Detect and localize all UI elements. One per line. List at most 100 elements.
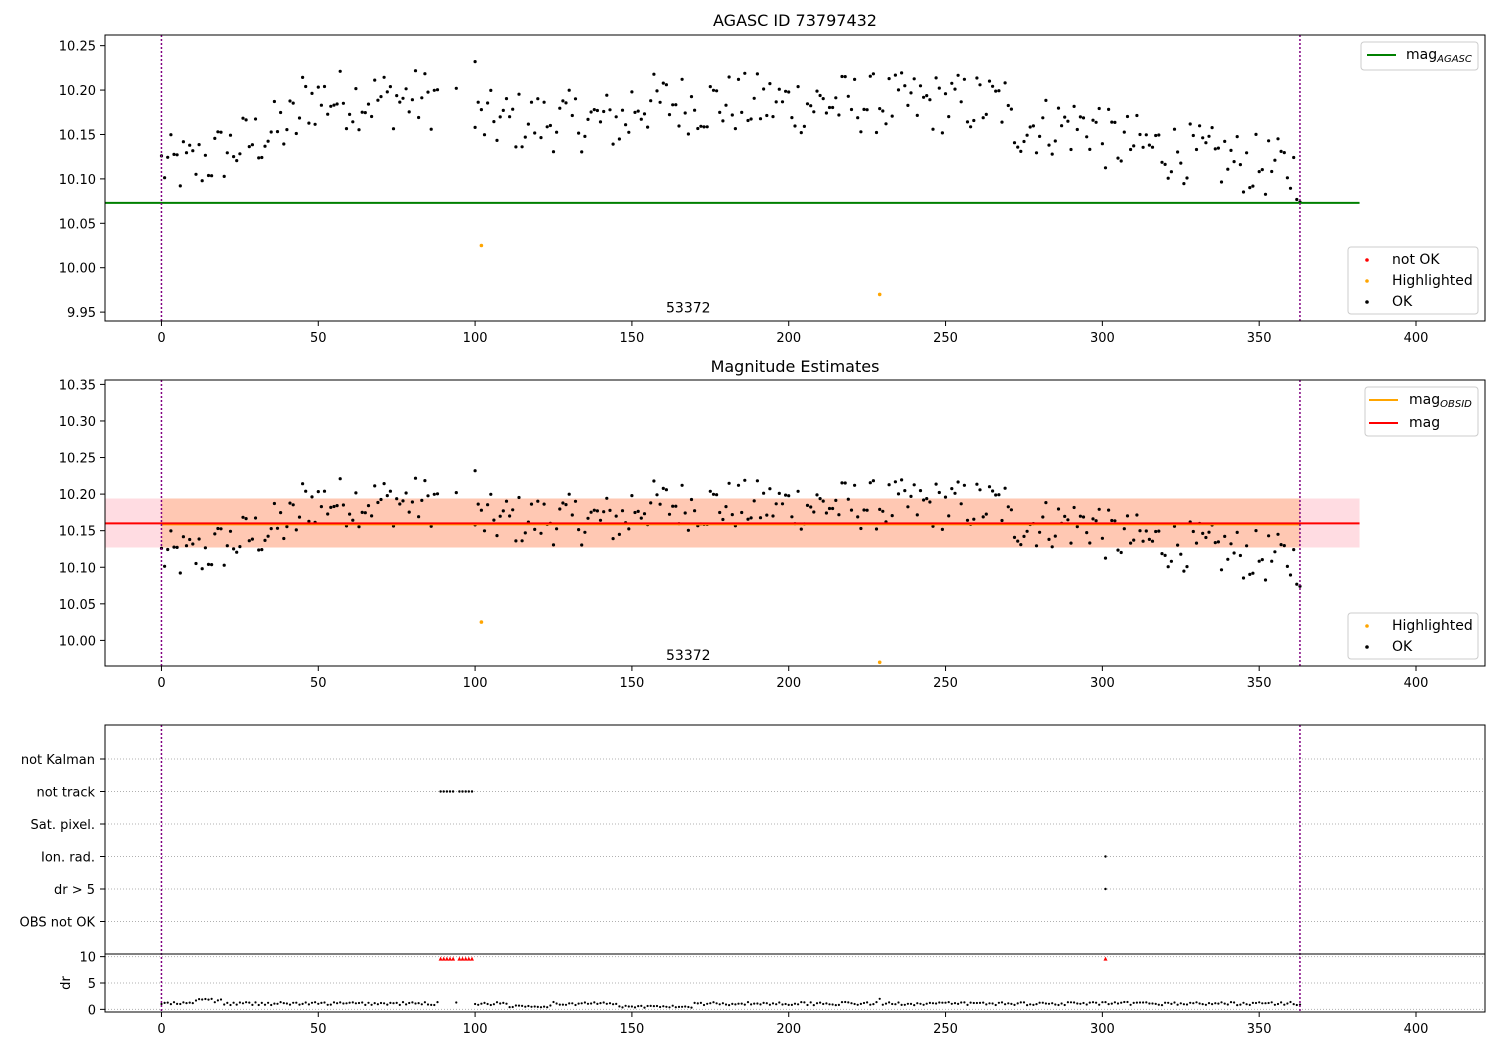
dr-point <box>681 1005 684 1008</box>
ok-point <box>878 107 882 111</box>
dr-point <box>938 1001 941 1004</box>
dr-point <box>953 1002 957 1005</box>
dr-point <box>474 1002 477 1006</box>
ok-point <box>1245 544 1249 548</box>
ok-point <box>504 499 509 503</box>
ok-point <box>630 90 634 94</box>
ok-point <box>953 87 957 91</box>
ok-point <box>1157 133 1161 137</box>
dr-point <box>1264 1002 1267 1005</box>
dr-point <box>216 999 219 1002</box>
ok-point <box>1078 514 1082 518</box>
dr-point <box>1073 1001 1076 1004</box>
ok-point <box>479 508 483 512</box>
ok-point <box>341 503 345 507</box>
ok-point <box>1097 507 1101 511</box>
dr-point <box>1182 1003 1185 1006</box>
ok-point <box>301 482 305 486</box>
ok-point <box>868 74 872 78</box>
dr-point <box>931 1002 935 1005</box>
ok-point <box>909 494 913 498</box>
ok-point <box>934 76 938 80</box>
dr-point <box>665 1005 668 1008</box>
dr-point <box>1245 1003 1248 1006</box>
ok-point <box>975 76 979 80</box>
ok-point <box>639 516 643 520</box>
ok-point <box>777 87 781 91</box>
x-tick-label: 0 <box>157 1022 165 1037</box>
dr-clipped-marker <box>460 956 465 961</box>
ok-point <box>1129 541 1133 545</box>
dr-point <box>524 1005 527 1008</box>
ok-point <box>332 504 336 509</box>
ok-point <box>912 483 916 487</box>
ok-point <box>1229 148 1233 152</box>
ok-point <box>191 542 195 546</box>
ok-point <box>241 116 245 120</box>
dr-point <box>301 1002 304 1006</box>
dr-point <box>257 1003 260 1007</box>
ok-point <box>705 125 709 129</box>
ok-point <box>529 100 534 104</box>
ok-point <box>247 145 251 149</box>
ok-point <box>1022 534 1026 539</box>
dr-point <box>245 1001 248 1004</box>
ok-point <box>410 98 414 102</box>
dr-point <box>982 1001 985 1004</box>
flag-point <box>442 790 445 793</box>
ok-point <box>595 509 600 513</box>
ok-point <box>602 109 606 114</box>
dr-point <box>1276 1002 1280 1006</box>
ok-point <box>301 75 305 79</box>
ok-point <box>1169 170 1173 174</box>
ok-point <box>1169 559 1173 563</box>
ok-point <box>341 101 345 105</box>
ok-point <box>548 123 553 128</box>
ok-point <box>188 537 192 542</box>
ok-point <box>708 489 712 493</box>
ok-point <box>699 124 703 128</box>
x-tick-label: 300 <box>1090 1022 1115 1037</box>
ok-point <box>404 87 408 91</box>
ok-point <box>200 179 204 183</box>
dr-point <box>276 1002 279 1005</box>
dr-point <box>351 1001 354 1004</box>
ok-point <box>225 151 229 155</box>
x-tick-label: 400 <box>1404 676 1429 691</box>
ok-point <box>646 125 650 129</box>
dr-point <box>1079 1002 1082 1005</box>
dr-point <box>508 1006 511 1009</box>
ok-point <box>1166 176 1170 180</box>
dr-point <box>762 1001 765 1005</box>
x-tick-label: 50 <box>310 676 327 691</box>
dr-point <box>615 1002 618 1006</box>
ok-point <box>420 498 424 502</box>
ok-point <box>222 563 226 567</box>
ok-point <box>1219 180 1224 184</box>
dr-point <box>602 1001 605 1004</box>
dr-point <box>179 1002 182 1006</box>
x-tick-label: 350 <box>1247 1022 1272 1037</box>
legend-mag-obsid-label: magOBSID <box>1409 392 1472 410</box>
ok-point <box>1251 571 1255 575</box>
ok-point <box>404 491 408 495</box>
dr-point <box>643 1006 646 1009</box>
dr-point <box>354 1002 357 1005</box>
ok-point <box>1191 529 1195 534</box>
dr-point <box>219 998 223 1001</box>
ok-point <box>1081 515 1086 519</box>
dr-point <box>182 1001 185 1004</box>
ok-point <box>1038 134 1042 138</box>
ok-point <box>213 136 217 140</box>
ok-point <box>837 113 841 117</box>
ok-point <box>1248 186 1252 190</box>
ok-point <box>768 487 772 491</box>
x-tick-label: 50 <box>310 1022 327 1037</box>
ok-point <box>1213 147 1217 151</box>
ok-point <box>981 515 985 519</box>
ok-point <box>1292 155 1296 160</box>
dr-point <box>210 997 213 1001</box>
dr-point <box>389 1001 392 1005</box>
dr-point <box>317 1002 320 1005</box>
